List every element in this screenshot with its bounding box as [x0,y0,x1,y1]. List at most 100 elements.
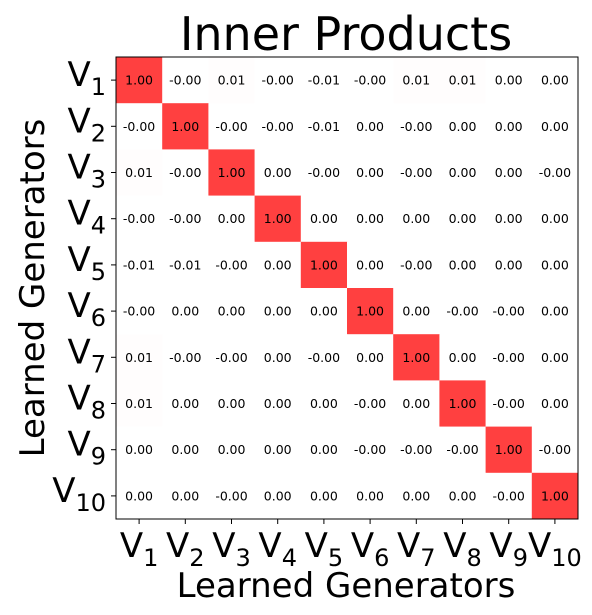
cell-value-label: 0.01 [402,73,430,88]
cell-value-label: 0.00 [541,304,569,319]
heatmap-cell [300,149,348,196]
heatmap-cell [162,380,209,427]
cell-value-label: -0.00 [215,488,247,503]
cell-value-label: -0.00 [354,442,386,457]
heatmap-cell [300,472,348,520]
y-tick-label: V10 [52,471,106,517]
heatmap-cell [347,334,394,381]
cell-value-label: 0.00 [218,442,246,457]
heatmap-cell [439,472,486,520]
cell-value-label: 0.01 [125,165,153,180]
heatmap-cell [116,334,163,381]
heatmap-cell [485,149,533,196]
heatmap-cell [347,241,394,289]
cell-value-label: 1.00 [402,350,430,365]
heatmap-cell [439,426,486,474]
heatmap-cell [208,288,255,335]
cell-value-label: 0.00 [541,396,569,411]
cell-value-label: -0.00 [493,488,525,503]
cell-value-label: 0.00 [310,304,338,319]
cell-value-label: 0.00 [402,211,430,226]
cell-value-label: -0.00 [215,350,247,365]
heatmap-cell [531,241,579,289]
heatmap-cell [254,380,302,427]
heatmap-cell [208,426,255,474]
cell-value-label: 0.00 [449,488,477,503]
heatmap-cell [531,195,579,243]
cell-value-label: -0.00 [493,350,525,365]
heatmap-cell [393,426,440,474]
heatmap-cell [347,57,394,104]
cell-value-label: 0.00 [264,442,292,457]
cell-value-label: 0.00 [495,119,523,134]
cell-value-label: -0.00 [215,119,247,134]
heatmap-cell [531,57,579,104]
heatmap-cell [254,57,302,104]
cell-value-label: 0.00 [264,165,292,180]
heatmap-cell [531,472,579,520]
x-tick-label: V1 [120,526,159,572]
cell-value-label: 0.00 [402,304,430,319]
heatmap-cell [439,380,486,427]
y-tick-label: V2 [67,101,106,147]
heatmap-cell [116,57,163,104]
x-axis-ticks: V1 V2 V3 V4 V5 V6 V7 V8 V9 V10 [120,519,582,572]
heatmap-cell [347,426,394,474]
cell-value-label: 1.00 [356,304,384,319]
heatmap-cell [300,288,348,335]
cell-value-label: 0.00 [449,350,477,365]
heatmap-cell [485,380,533,427]
heatmap-cell [208,103,255,150]
cell-value-label: 0.00 [310,396,338,411]
heatmap-cell [300,241,348,289]
x-tick-label: V8 [443,526,482,572]
cell-value-label: -0.01 [308,73,340,88]
heatmap-cell [485,103,533,150]
cell-value-label: 1.00 [541,488,569,503]
cell-value-label: 0.00 [541,257,569,272]
cell-value-label: 1.00 [125,73,153,88]
heatmap-cell [347,472,394,520]
cell-value-label: -0.00 [493,304,525,319]
heatmap-cell [347,380,394,427]
cell-value-label: 0.00 [264,257,292,272]
heatmap-cell [531,103,579,150]
cell-value-label: -0.00 [446,442,478,457]
x-axis-label: Learned Generators [177,566,516,606]
cell-value-label: -0.00 [400,257,432,272]
cell-value-label: 0.00 [356,119,384,134]
cell-value-label: 0.00 [541,73,569,88]
cell-value-label: -0.00 [493,396,525,411]
cell-value-label: 0.00 [264,396,292,411]
heatmap-cell [485,472,533,520]
cell-value-label: 1.00 [449,396,477,411]
heatmap-cell [254,334,302,381]
heatmap-cell [254,103,302,150]
cell-value-label: 0.00 [264,350,292,365]
cell-value-label: -0.00 [123,304,155,319]
heatmap-cells: 1.00 -0.00 0.01 -0.00 -0.01 -0.00 0.01 0.01 0.00… [116,57,579,520]
cell-value-label: 0.00 [402,396,430,411]
heatmap-cell [208,149,255,196]
heatmap-cell [162,149,209,196]
cell-value-label: 0.00 [402,488,430,503]
cell-value-label: -0.00 [539,442,571,457]
x-tick-label: V4 [258,526,297,572]
cell-value-label: 1.00 [310,257,338,272]
heatmap-cell [162,334,209,381]
cell-value-label: 0.00 [356,350,384,365]
heatmap-cell [208,472,255,520]
heatmap-cell [116,472,163,520]
cell-value-label: 0.00 [310,488,338,503]
heatmap-cell [116,288,163,335]
cell-value-label: -0.00 [354,73,386,88]
cell-value-label: -0.01 [123,257,155,272]
cell-value-label: 0.00 [171,396,199,411]
heatmap-cell [162,57,209,104]
cell-value-label: -0.00 [169,165,201,180]
cell-value-label: 0.00 [449,211,477,226]
cell-value-label: 0.00 [449,165,477,180]
heatmap-cell [254,426,302,474]
heatmap-cell [208,334,255,381]
